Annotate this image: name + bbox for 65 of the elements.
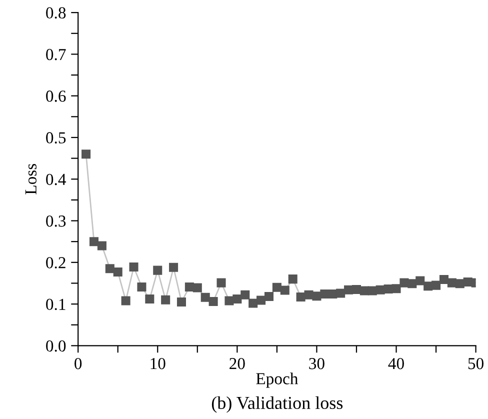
point [352,284,361,294]
x-tick-label: 20 [230,358,245,370]
point [248,298,258,308]
point [184,282,194,292]
point [176,297,186,306]
point [129,262,138,272]
point [200,292,210,302]
point [256,296,266,305]
y-tick-label: 0.6 [46,90,66,102]
point [97,241,106,250]
point [400,278,409,288]
point [424,282,433,291]
point [320,290,330,299]
text: (b) Validation loss [212,396,343,413]
point [121,296,130,306]
y-tick-label: 0.7 [46,48,66,60]
point [82,150,91,159]
y-tick-label: 0.2 [46,257,66,268]
point [392,284,401,294]
point [89,237,99,246]
point [145,294,154,304]
point [336,288,346,298]
point [208,297,218,306]
y-tick-label: 0.3 [46,215,66,227]
point [344,285,354,294]
y-tick-label: 0.0 [46,340,66,352]
point [137,282,146,292]
point [368,286,377,296]
x-tick-label: 0 [74,358,82,370]
point [416,276,425,286]
x-tick-label: 40 [388,358,404,370]
point [360,286,369,296]
point [280,286,290,295]
point [192,283,202,292]
x-tick-label: 30 [309,358,324,370]
point [216,278,226,288]
point [432,280,441,290]
point [169,262,178,272]
point [240,290,250,300]
point [153,266,162,275]
y-tick-label: 0.4 [46,174,66,186]
point [376,285,385,294]
point [161,295,170,304]
y-tick-label: 0.1 [46,298,66,310]
x-tick-label: 50 [468,358,484,370]
point [447,278,456,288]
x-tick-label: 10 [150,358,166,370]
point [463,277,472,286]
point [224,296,234,306]
point [105,264,114,274]
point [328,290,338,299]
point [312,292,322,301]
point [232,294,242,304]
point [272,282,282,292]
point [304,290,314,300]
point [408,279,417,288]
y-tick-label: 0.8 [46,7,66,19]
point [264,292,274,302]
x-axis-title: Epoch [256,372,298,388]
point [288,274,298,284]
point [113,267,122,276]
y-tick-label: 0.5 [46,132,66,144]
point [439,274,448,284]
point [455,279,464,288]
y-axis-title: Loss [25,164,36,194]
